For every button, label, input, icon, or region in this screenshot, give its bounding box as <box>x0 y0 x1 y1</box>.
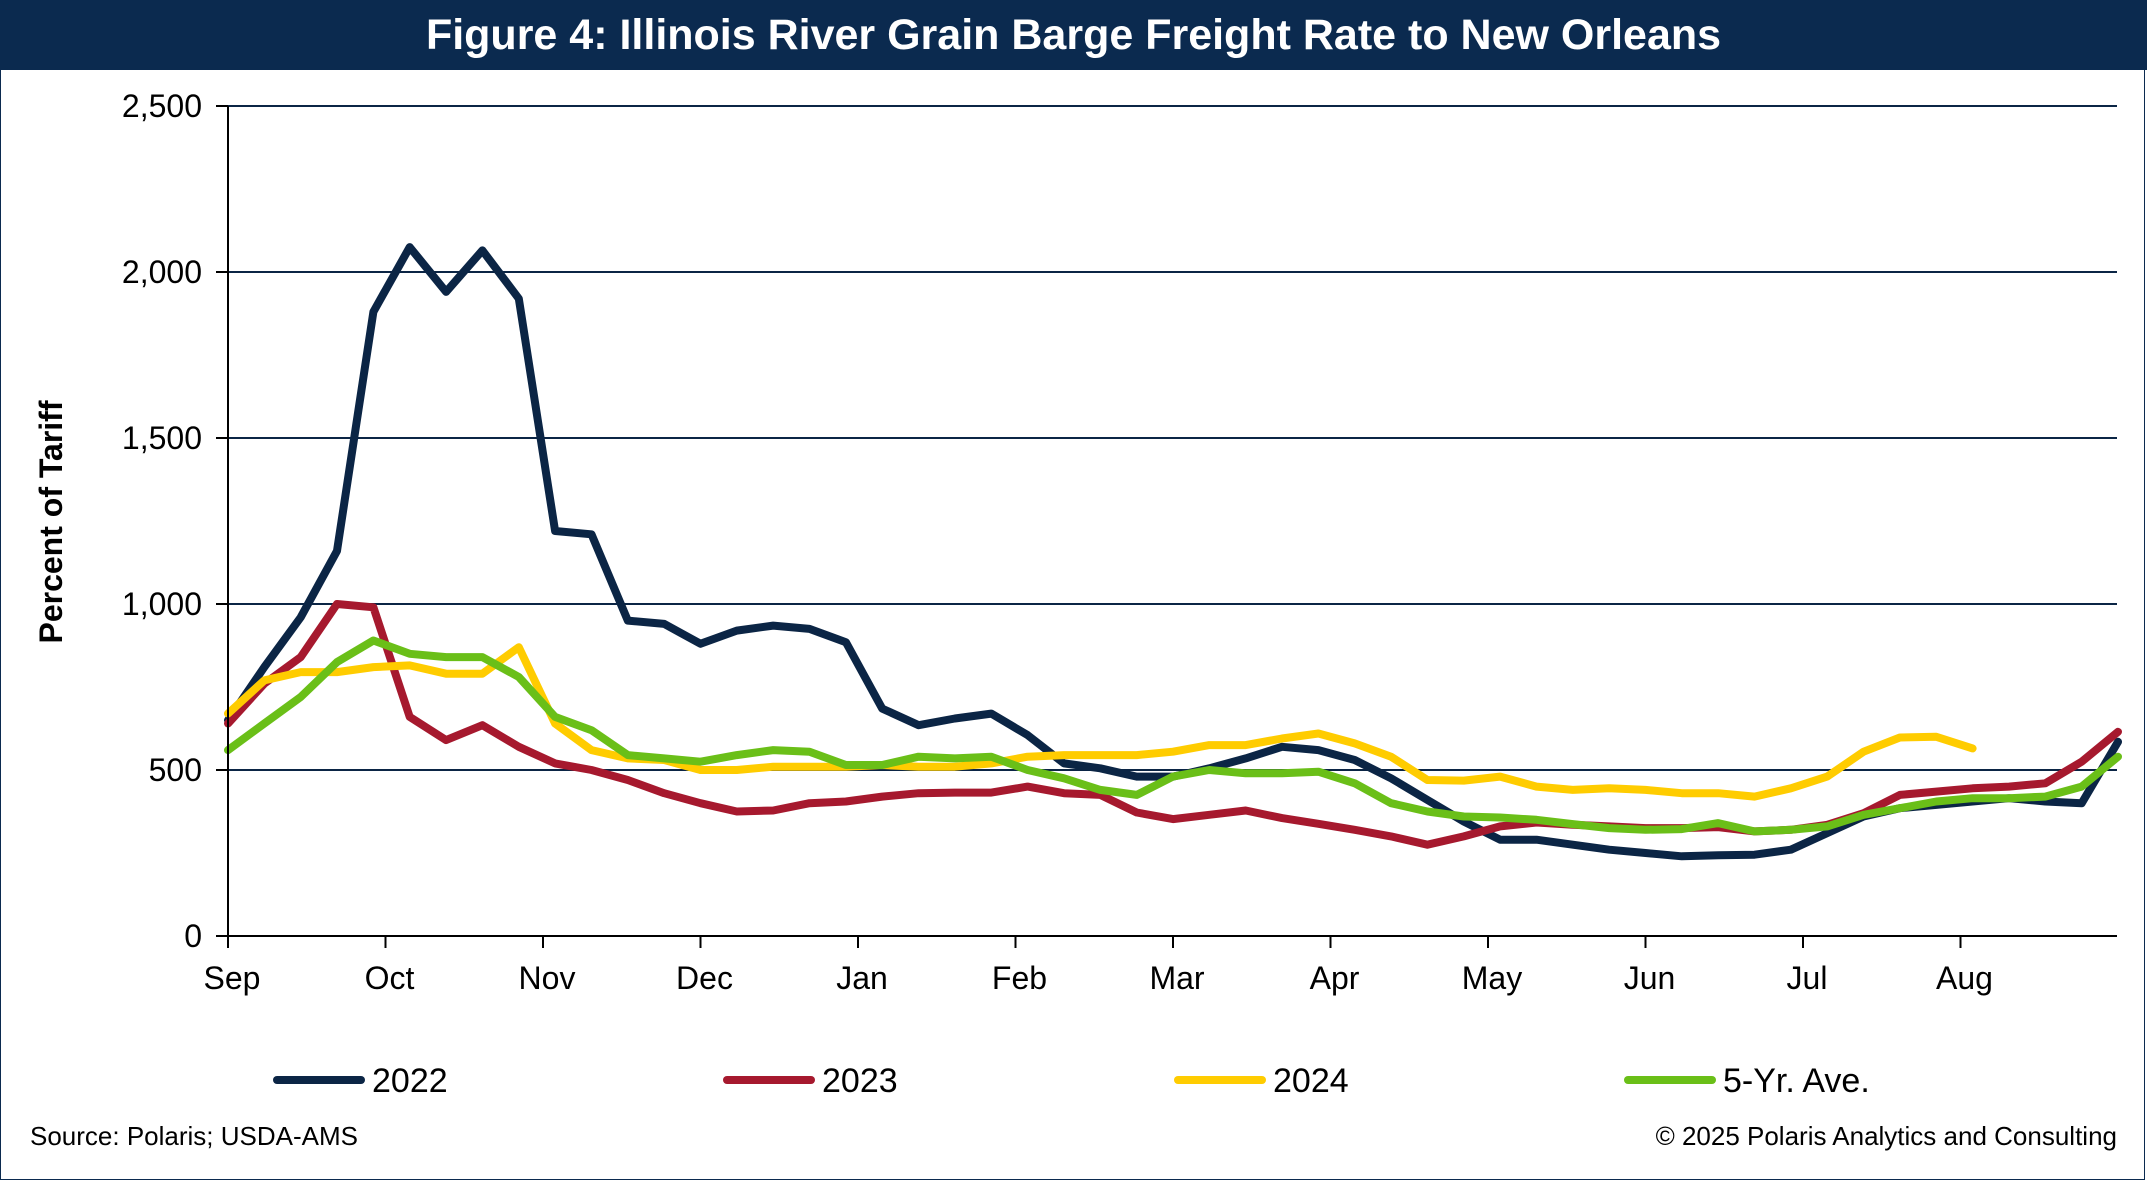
x-tick-label: May <box>1462 960 1522 996</box>
x-tick-label: Apr <box>1310 960 1360 996</box>
y-axis-label: Percent of Tariff <box>33 400 69 643</box>
x-tick-label: Dec <box>676 960 733 996</box>
x-tick-label: Aug <box>1936 960 1993 996</box>
chart-title-bar: Figure 4: Illinois River Grain Barge Fre… <box>0 0 2147 70</box>
x-axis-ticks: Sep Oct Nov Dec Jan Feb Mar Apr May Jun Jul Aug <box>204 936 1993 996</box>
x-tick-label: Jan <box>836 960 888 996</box>
gridlines <box>228 105 2117 771</box>
y-tick-label: 1,000 <box>122 586 202 622</box>
y-tick-label: 2,500 <box>122 88 202 124</box>
series-line-2023 <box>224 600 2122 849</box>
legend-label: 2024 <box>1273 1062 1349 1100</box>
y-tick-label: 2,000 <box>122 254 202 290</box>
x-tick-label: Feb <box>992 960 1047 996</box>
x-tick-label: Sep <box>204 960 261 996</box>
legend-label: 2023 <box>822 1062 898 1100</box>
x-tick-label: Oct <box>365 960 415 996</box>
series-line-2022 <box>224 243 2122 861</box>
x-tick-label: Jul <box>1787 960 1828 996</box>
series-line-2024 <box>224 643 1977 801</box>
legend-label: 2022 <box>372 1062 448 1100</box>
y-axis-ticks: 0 500 1,000 1,500 2,000 2,500 <box>122 88 228 954</box>
source-note: Source: Polaris; USDA-AMS <box>30 1121 358 1151</box>
series-line-5-yr-ave <box>224 636 2122 836</box>
x-tick-label: Mar <box>1149 960 1204 996</box>
x-tick-label: Jun <box>1624 960 1676 996</box>
y-tick-label: 500 <box>149 752 202 788</box>
chart-title: Figure 4: Illinois River Grain Barge Fre… <box>425 10 1722 59</box>
legend: 2022 2023 2024 5-Yr. Ave. <box>273 1062 1870 1100</box>
y-tick-label: 0 <box>184 918 202 954</box>
y-tick-label: 1,500 <box>122 420 202 456</box>
copyright-note: © 2025 Polaris Analytics and Consulting <box>1655 1121 2117 1151</box>
legend-label: 5-Yr. Ave. <box>1723 1062 1870 1100</box>
axes <box>227 106 2117 937</box>
x-tick-label: Nov <box>519 960 576 996</box>
series-lines <box>224 243 2122 861</box>
